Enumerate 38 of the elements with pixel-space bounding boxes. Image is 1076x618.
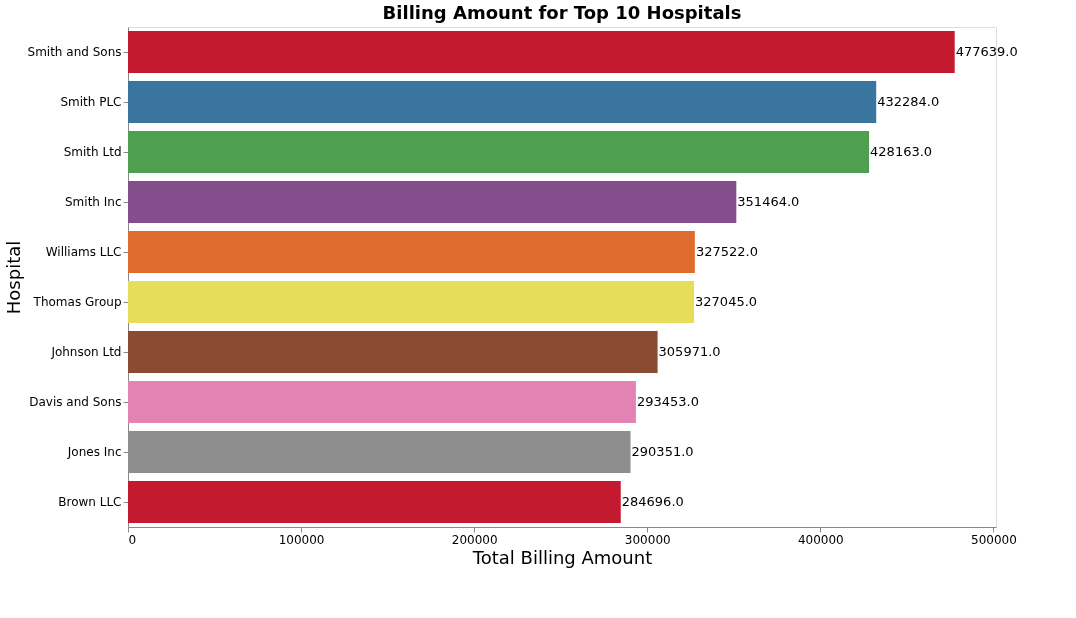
bar xyxy=(128,31,955,73)
data-label: 477639.0 xyxy=(955,44,1018,59)
y-tick-label: Johnson Ltd xyxy=(50,345,122,359)
y-tick-label: Davis and Sons xyxy=(29,395,122,409)
data-label: 293453.0 xyxy=(636,394,699,409)
x-axis-title: Total Billing Amount xyxy=(471,546,653,568)
bar xyxy=(128,131,870,173)
chart-title: Billing Amount for Top 10 Hospitals xyxy=(382,2,742,23)
data-label: 327522.0 xyxy=(695,244,758,259)
y-tick-label: Smith PLC xyxy=(60,95,122,109)
data-label: 327045.0 xyxy=(695,294,758,309)
y-tick-label: Smith Ltd xyxy=(63,145,122,159)
x-tick-label: 400000 xyxy=(797,532,844,547)
bar xyxy=(128,181,737,223)
x-tick-label: 0 xyxy=(128,532,137,547)
bar xyxy=(128,381,636,423)
data-label: 284696.0 xyxy=(621,494,684,509)
x-tick-label: 100000 xyxy=(278,532,325,547)
data-label: 290351.0 xyxy=(631,444,694,459)
y-tick-label: Williams LLC xyxy=(45,245,122,259)
bar xyxy=(128,231,695,273)
y-tick-label: Smith and Sons xyxy=(27,45,122,59)
data-label: 428163.0 xyxy=(870,144,933,159)
y-tick-label: Thomas Group xyxy=(32,295,122,309)
data-label: 432284.0 xyxy=(877,94,940,109)
data-label: 305971.0 xyxy=(658,344,721,359)
bar xyxy=(128,81,877,123)
y-tick-label: Smith Inc xyxy=(64,195,122,209)
x-tick-label: 300000 xyxy=(624,532,671,547)
bar xyxy=(128,281,695,323)
y-tick-label: Brown LLC xyxy=(58,495,122,509)
bar xyxy=(128,481,621,523)
y-axis-title: Hospital xyxy=(2,240,24,315)
x-tick-label: 500000 xyxy=(971,532,1017,547)
bar xyxy=(128,331,658,373)
x-tick-label: 200000 xyxy=(451,532,498,547)
y-tick-label: Jones Inc xyxy=(66,445,122,459)
data-label: 351464.0 xyxy=(737,194,800,209)
